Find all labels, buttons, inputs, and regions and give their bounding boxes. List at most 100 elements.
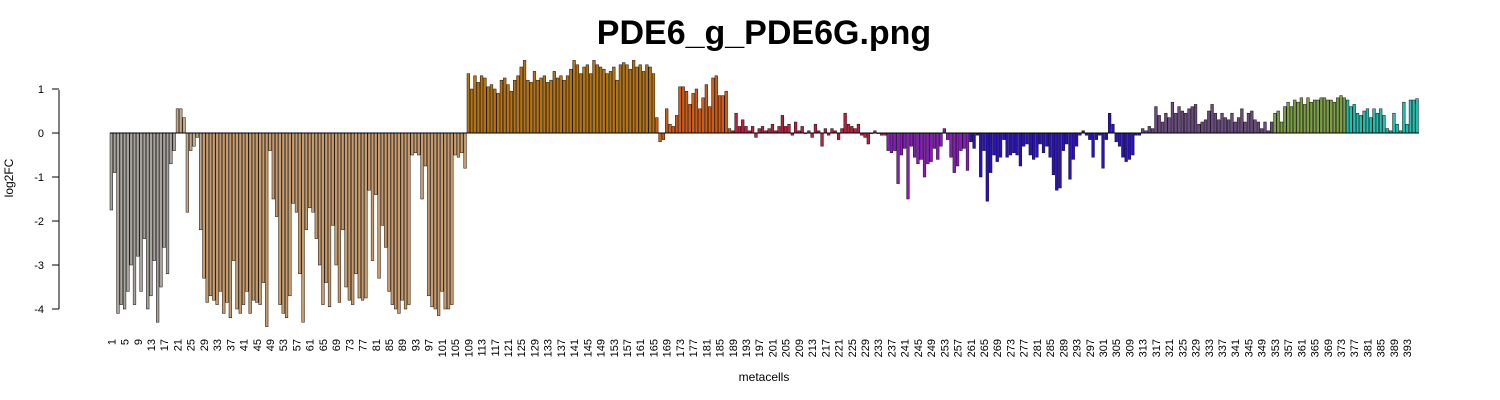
bar-metacell-350 [1263, 121, 1267, 134]
bar-metacell-171 [671, 126, 675, 134]
bar-metacell-71 [341, 132, 345, 231]
bar-metacell-193 [744, 126, 748, 134]
bar-metacell-183 [711, 77, 715, 134]
bar-metacell-310 [1131, 132, 1135, 156]
bar-metacell-46 [258, 132, 262, 305]
bar-metacell-169 [665, 108, 669, 134]
bar-metacell-97 [427, 132, 431, 297]
bar-metacell-185 [717, 95, 722, 134]
x-tick-label: 141 [569, 339, 581, 357]
x-tick-label: 329 [1191, 339, 1203, 357]
bar-metacell-190 [734, 112, 738, 134]
bar-metacell-104 [450, 132, 454, 305]
bar-metacell-141 [572, 60, 576, 134]
bar-metacell-115 [486, 86, 490, 134]
bar-metacell-359 [1293, 99, 1297, 134]
bar-metacell-346 [1250, 110, 1254, 134]
bar-metacell-156 [622, 62, 626, 134]
bar-metacell-24 [185, 132, 189, 213]
bar-metacell-81 [374, 132, 378, 195]
bar-metacell-270 [998, 132, 1003, 158]
bar-metacell-64 [318, 132, 322, 266]
bar-metacell-315 [1147, 126, 1151, 134]
bar-metacell-3 [116, 132, 120, 314]
x-tick-label: 121 [503, 339, 515, 357]
bar-metacell-92 [410, 132, 414, 156]
bar-metacell-152 [608, 71, 613, 134]
bar-metacell-238 [893, 132, 897, 151]
bar-metacell-109 [466, 73, 470, 134]
bar-metacell-131 [539, 77, 543, 134]
bar-metacell-336 [1217, 119, 1221, 134]
x-tick-label: 29 [199, 339, 211, 351]
bar-metacell-123 [513, 79, 517, 134]
y-tick-label: -3 [34, 260, 44, 272]
x-tick-label: 13 [146, 339, 158, 351]
bar-metacell-13 [149, 132, 153, 297]
x-tick-label: 105 [450, 339, 462, 357]
bar-metacell-67 [327, 132, 332, 308]
bar-metacell-178 [694, 88, 699, 134]
bar-metacell-282 [1038, 132, 1042, 145]
bar-metacell-365 [1312, 99, 1317, 134]
bar-metacell-148 [595, 64, 599, 134]
bar-metacell-29 [202, 132, 206, 279]
bar-metacell-188 [727, 128, 732, 134]
bar-metacell-226 [853, 128, 857, 134]
bar-metacell-100 [437, 132, 441, 316]
bar-metacell-242 [906, 132, 910, 200]
bar-metacell-27 [195, 132, 199, 138]
bar-metacell-221 [836, 132, 841, 140]
x-tick-label: 153 [609, 339, 621, 357]
bar-metacell-11 [142, 132, 147, 239]
bar-metacell-379 [1359, 115, 1363, 134]
bar-metacell-150 [602, 68, 606, 134]
y-tick-label: -1 [34, 172, 44, 184]
bar-metacell-90 [403, 132, 408, 310]
bar-metacell-163 [645, 64, 649, 134]
bar-metacell-237 [889, 132, 894, 154]
bar-metacell-113 [479, 75, 484, 134]
y-tick-label: -2 [34, 216, 44, 228]
bar-metacell-197 [757, 128, 761, 134]
x-tick-label: 129 [529, 339, 541, 357]
bar-metacell-25 [189, 132, 193, 151]
bar-metacell-78 [364, 132, 368, 299]
bar-metacell-181 [704, 84, 708, 134]
bar-metacell-381 [1365, 108, 1370, 134]
bar-metacell-89 [400, 132, 404, 301]
bar-metacell-50 [271, 132, 275, 200]
bar-metacell-374 [1342, 97, 1346, 134]
bar-metacell-371 [1332, 101, 1337, 134]
bar-metacell-80 [370, 132, 375, 261]
bar-metacell-254 [946, 132, 950, 140]
bar-metacell-105 [453, 132, 457, 156]
bar-metacell-262 [972, 132, 976, 149]
bar-metacell-180 [701, 97, 705, 134]
bar-metacell-21 [175, 108, 180, 134]
x-tick-label: 17 [159, 339, 171, 351]
x-tick-label: 333 [1204, 339, 1216, 357]
bar-metacell-318 [1157, 115, 1161, 134]
bar-metacell-332 [1203, 119, 1208, 134]
bar-metacell-65 [321, 132, 325, 305]
bar-metacell-103 [446, 132, 451, 310]
bar-metacell-38 [232, 132, 236, 261]
bar-metacell-99 [433, 132, 437, 310]
x-tick-label: 249 [926, 339, 938, 357]
bar-metacell-154 [615, 79, 619, 134]
bars [109, 60, 1419, 327]
x-tick-label: 293 [1072, 339, 1084, 357]
x-tick-label: 389 [1389, 339, 1401, 357]
bar-metacell-198 [760, 126, 765, 134]
bar-metacell-279 [1028, 132, 1032, 156]
x-tick-label: 357 [1283, 339, 1295, 357]
bar-metacell-329 [1193, 104, 1198, 134]
bar-metacell-20 [172, 132, 176, 151]
x-tick-label: 317 [1151, 339, 1163, 357]
x-tick-label: 301 [1098, 339, 1110, 357]
bar-metacell-122 [509, 90, 513, 134]
bar-metacell-157 [625, 64, 629, 134]
bar-metacell-10 [139, 132, 143, 292]
bar-metacell-217 [823, 128, 827, 134]
